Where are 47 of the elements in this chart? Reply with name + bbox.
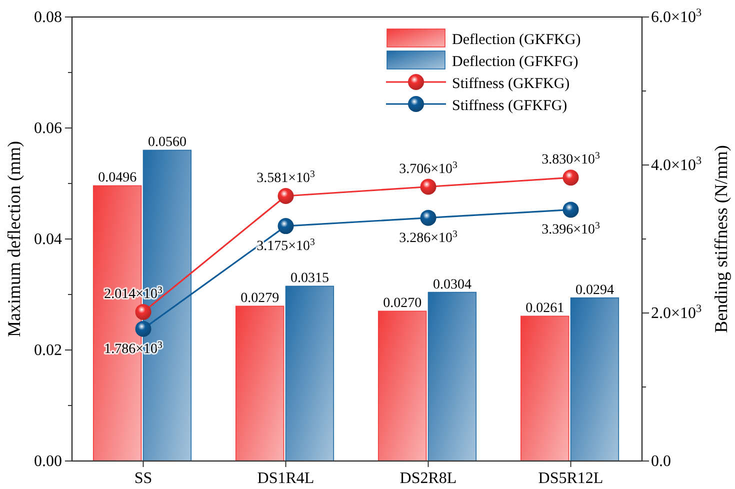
- text: 0.02: [34, 342, 62, 359]
- legend-label: Stiffness (GKFKG): [452, 76, 570, 92]
- y2-tick-label: 0.0: [651, 453, 671, 470]
- point: [562, 170, 579, 186]
- x-tick-label: DS1R4L: [257, 470, 314, 487]
- data-label: 0.0496: [98, 170, 137, 186]
- point: [420, 178, 436, 195]
- data-label: 3.706×10$^{3}$: [399, 159, 458, 177]
- text: 0.00: [34, 453, 62, 470]
- data-label: 0.0261: [526, 301, 564, 316]
- legend-label: Deflection (GFKFG): [452, 54, 578, 70]
- bar: [378, 310, 427, 462]
- data-label: 0.0294: [575, 282, 614, 298]
- data-label: 0.0315: [290, 271, 329, 286]
- point: [135, 320, 152, 337]
- point: [278, 188, 294, 204]
- text: 0.04: [34, 231, 62, 248]
- legend-label: Deflection (GKFKG): [452, 32, 581, 48]
- y2-tick-label: 4.0×10$^{3}$: [651, 155, 702, 174]
- point: [278, 218, 294, 234]
- bar: [570, 297, 620, 462]
- data-label: 3.286×10$^{3}$: [399, 228, 458, 246]
- bar: [235, 306, 284, 462]
- point: [420, 210, 436, 226]
- text: 0.08: [34, 9, 62, 26]
- data-label: 0.0279: [240, 291, 280, 306]
- text: 0.06: [34, 120, 62, 137]
- data-label: 0.0270: [383, 296, 422, 312]
- point: [135, 304, 152, 320]
- bar: [428, 292, 477, 462]
- x-tick-label: SS: [134, 470, 152, 487]
- data-label: 3.581×10$^{3}$: [256, 168, 315, 186]
- y2-tick-label: 6.0×10$^{3}$: [651, 7, 702, 26]
- y-axis-title: Maximum deflection (mm): [4, 141, 24, 337]
- data-label: 3.175×10$^{3}$: [256, 236, 315, 254]
- data-label: 0.0560: [148, 135, 186, 150]
- x-tick-label: DS2R8L: [400, 470, 457, 487]
- y2-tick-label: 2.0×10$^{3}$: [651, 303, 702, 322]
- x-tick-label: DS5R12L: [538, 470, 604, 487]
- point: [562, 202, 579, 218]
- data-label: 0.0304: [432, 277, 472, 292]
- bar: [285, 286, 334, 462]
- data-label: 3.396×10$^{3}$: [542, 220, 600, 238]
- legend-label: Stiffness (GFKFG): [452, 98, 568, 114]
- bar: [520, 316, 570, 462]
- y2-axis-title: Bending stiffness (N/mm): [711, 145, 731, 333]
- data-label: 3.830×10$^{3}$: [542, 150, 600, 168]
